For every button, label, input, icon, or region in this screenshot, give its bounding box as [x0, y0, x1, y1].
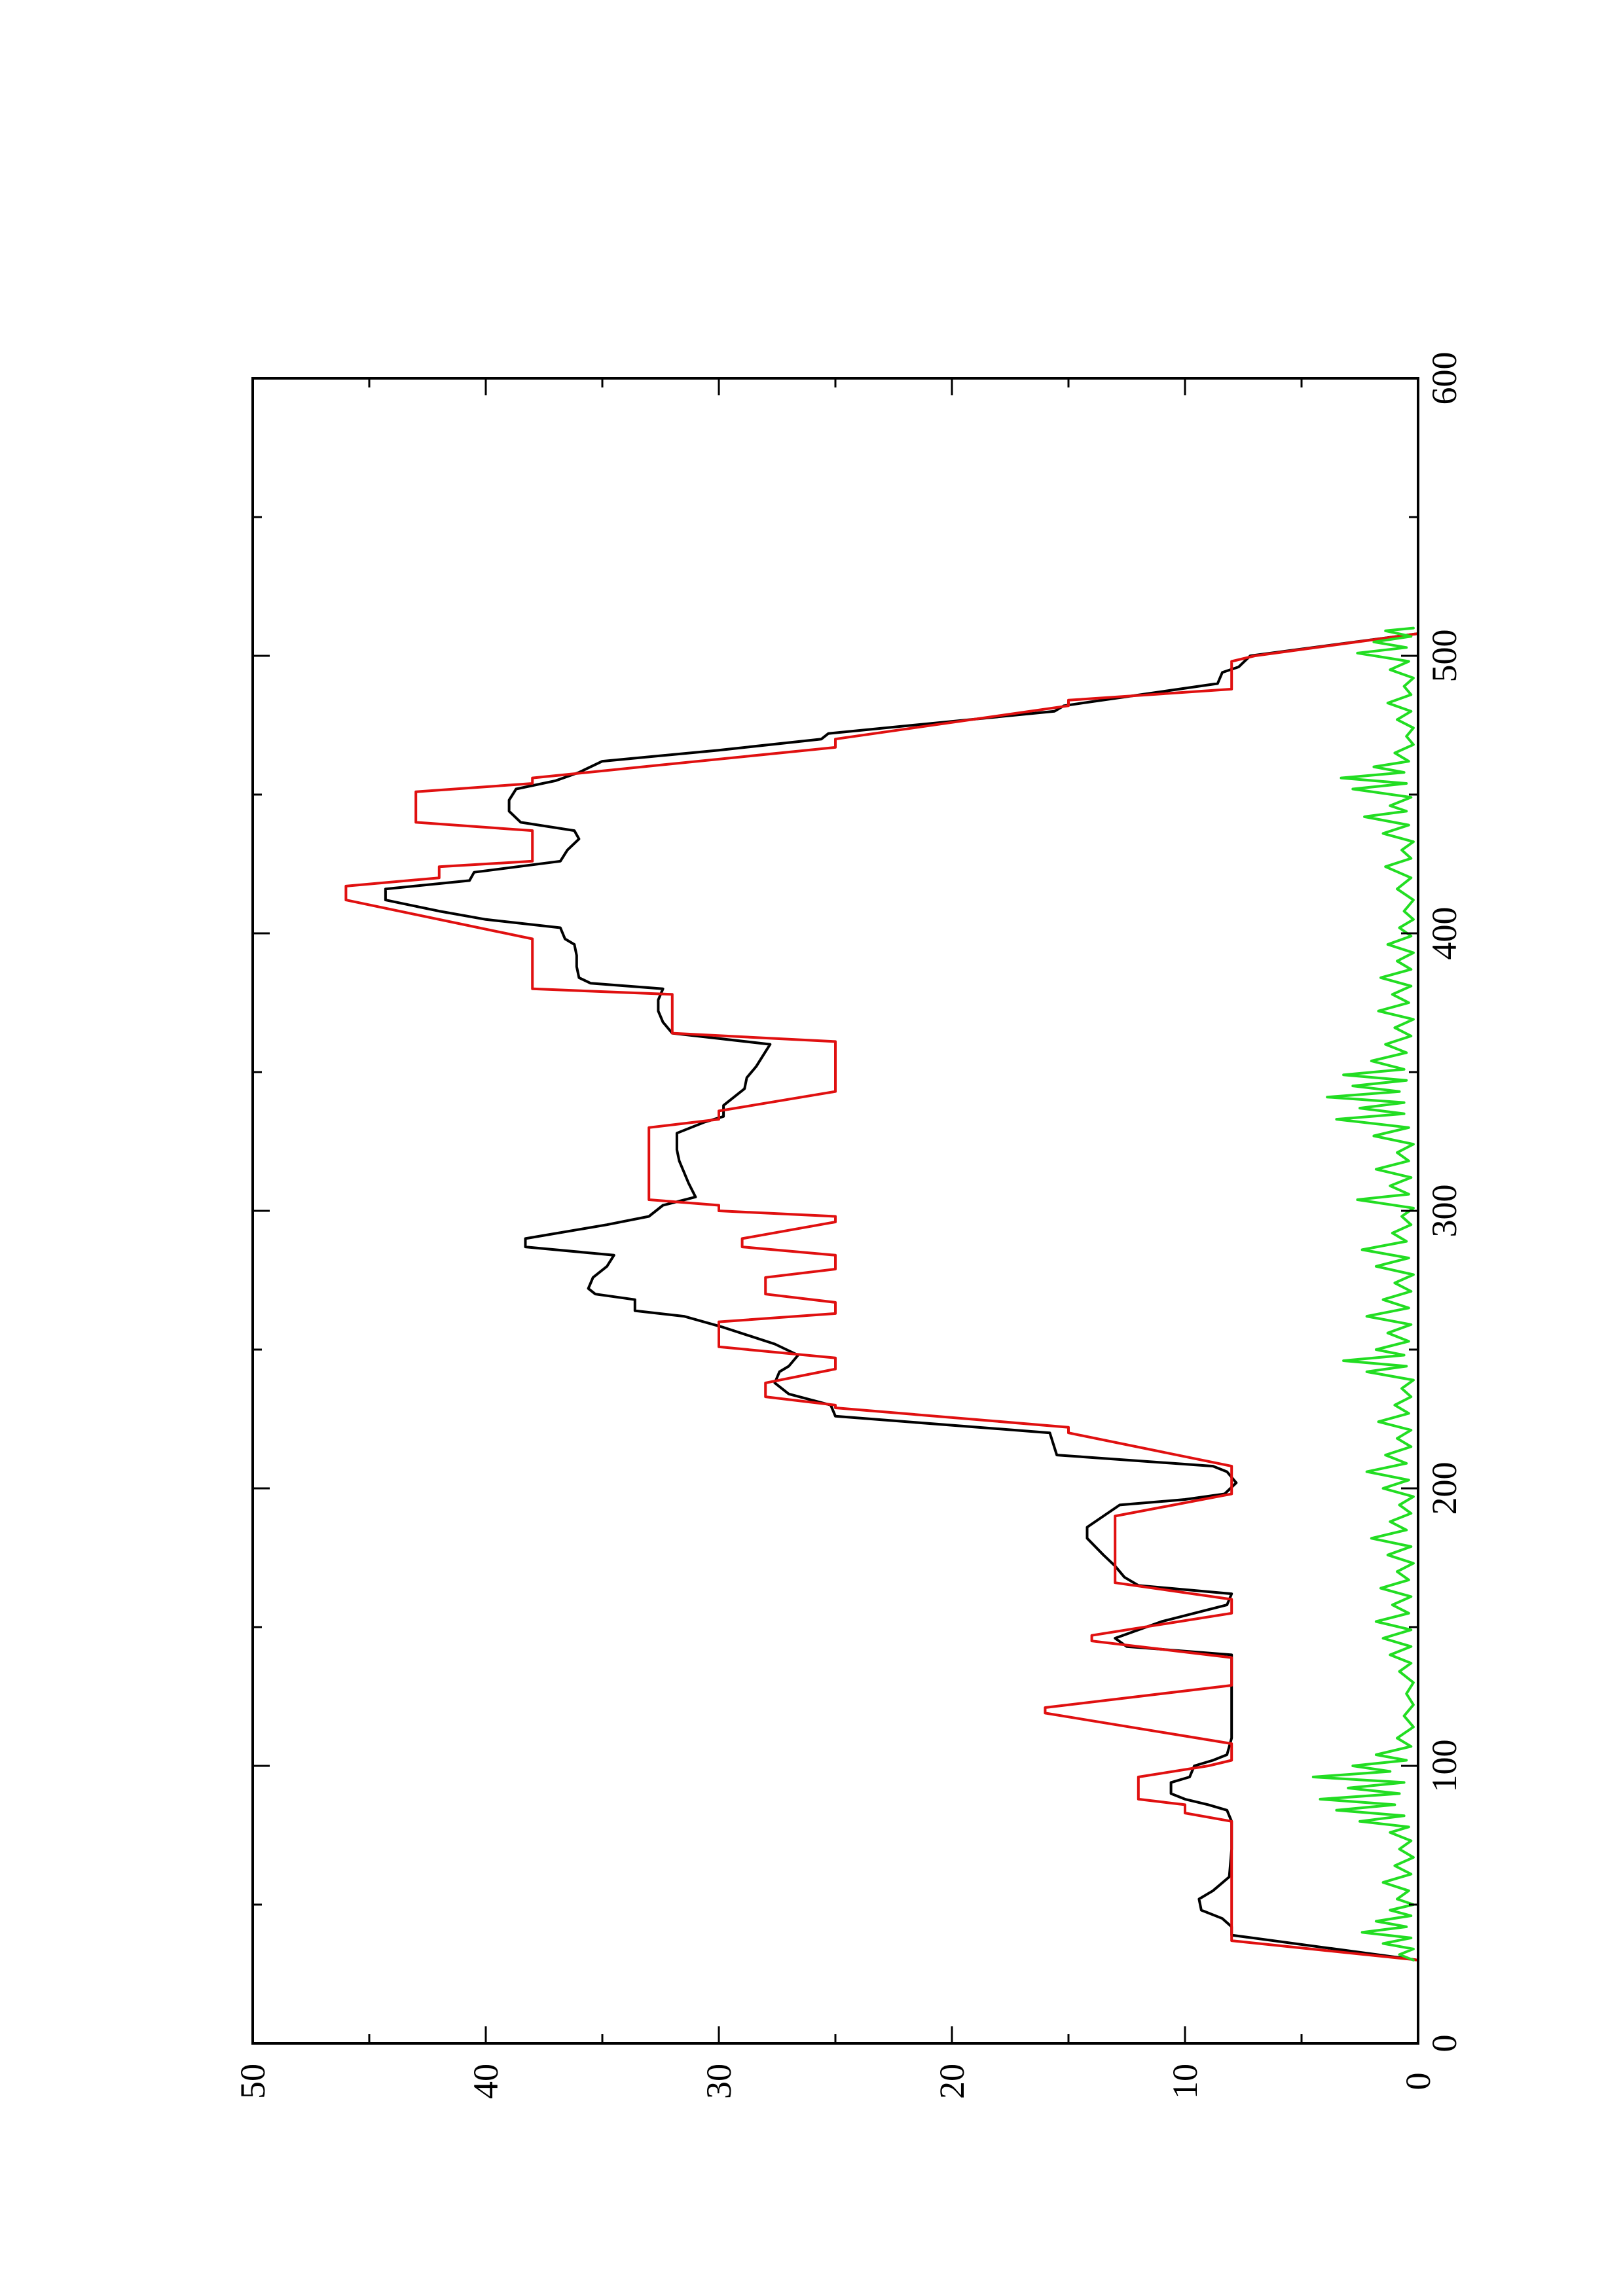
series-line-3 — [1311, 626, 1415, 1962]
plot-frame — [251, 377, 1419, 2045]
x-tick-label: 200 — [1425, 1462, 1464, 1515]
x-tick-label: 100 — [1425, 1740, 1464, 1793]
y-tick-label: 0 — [1398, 2073, 1438, 2090]
y-tick-label: 20 — [932, 2064, 972, 2099]
x-tick-label: 600 — [1425, 352, 1464, 405]
y-tick-label: 40 — [466, 2064, 505, 2099]
y-tick-label: 10 — [1165, 2064, 1205, 2099]
x-tick-label: 400 — [1425, 907, 1464, 960]
y-tick-label: 50 — [233, 2064, 272, 2099]
axis-ticks-group — [251, 377, 1419, 2045]
plot-series-group — [344, 626, 1419, 1962]
x-tick-label: 500 — [1425, 630, 1464, 683]
x-tick-label: 300 — [1425, 1185, 1464, 1238]
axis-tick-labels-group: 0 100 200 300 400 500 600 0 10 20 30 40 50 — [233, 352, 1464, 2100]
series-line-1 — [384, 632, 1419, 1962]
y-tick-label: 30 — [699, 2064, 739, 2099]
x-tick-label: 0 — [1425, 2035, 1464, 2053]
series-line-2 — [344, 632, 1419, 1962]
